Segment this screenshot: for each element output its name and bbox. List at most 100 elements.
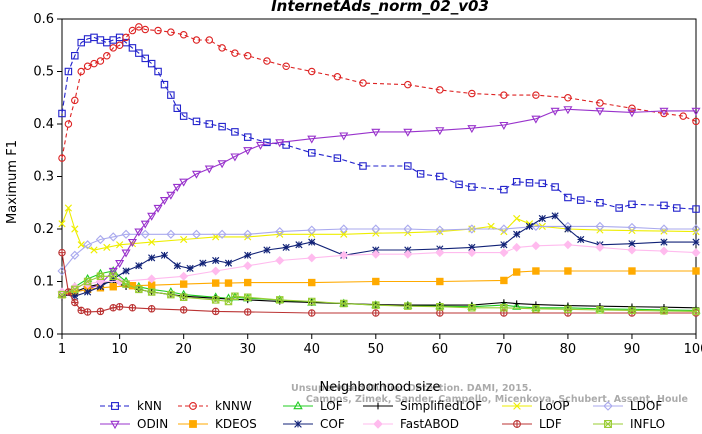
y-axis-label: Maximum F1 [5, 140, 20, 224]
plot-area: 0.0 0.1 0.2 0.3 0.4 0.5 0.6 1 10 20 30 40 50 60 70 80 90… [33, 12, 702, 357]
data-point-odin [467, 125, 477, 134]
chart-title: InternetAds_norm_02_v03 [271, 0, 489, 15]
data-point-odin [627, 109, 637, 118]
data-point-odin [275, 139, 285, 148]
data-point-loop [64, 204, 72, 212]
data-point-knnw [58, 154, 66, 162]
data-point-inflo [500, 304, 508, 312]
data-point-knn [500, 185, 508, 194]
data-point-knnw [532, 91, 540, 99]
data-point-knnw [167, 28, 175, 36]
data-point-odin [115, 260, 125, 269]
data-point-ldf [372, 309, 380, 317]
data-point-knn [167, 91, 175, 99]
data-point-ldof [70, 250, 80, 260]
data-point-loop [116, 241, 124, 249]
data-point-inflo [243, 293, 252, 301]
data-point-inflo [109, 272, 117, 280]
data-point-knnw [679, 112, 687, 120]
data-point-odin [255, 141, 266, 150]
data-point-cof [538, 214, 546, 223]
data-point-ldof [691, 224, 701, 234]
data-point-cof [96, 283, 105, 291]
data-point-odin [121, 249, 131, 258]
data-point-knn [205, 120, 214, 128]
data-point-inflo [628, 306, 636, 315]
data-point-ldf [77, 306, 85, 315]
x-tick-label: 1 [58, 342, 66, 357]
data-point-cof [135, 262, 143, 270]
data-point-inflo [308, 297, 316, 306]
data-point-kdeos [224, 279, 233, 287]
data-point-knn [96, 36, 105, 44]
data-point-kdeos [512, 268, 521, 276]
legend-label: LDF [539, 417, 562, 431]
y-tick-label: 0.2 [33, 222, 54, 237]
y-tick-label: 0.1 [33, 275, 54, 290]
data-point-odin [204, 165, 214, 174]
data-point-knnw [128, 26, 137, 35]
legend-item-odin: ODIN [100, 417, 168, 431]
data-point-ldof [121, 229, 131, 239]
data-point-odin [371, 128, 381, 137]
data-point-odin [108, 267, 118, 276]
data-point-knnw [115, 41, 124, 49]
y-tick-label: 0.4 [33, 117, 54, 132]
data-point-fastabod [499, 248, 509, 258]
data-point-kdeos [244, 278, 252, 287]
series-line-odin [61, 108, 696, 296]
data-point-fastabod [211, 266, 221, 276]
data-point-knnw [141, 25, 150, 34]
data-point-loop [90, 246, 98, 254]
data-point-knn [243, 133, 252, 141]
data-point-cof [109, 275, 117, 283]
x-tick-label: 90 [624, 342, 641, 357]
data-point-knnw [154, 26, 162, 35]
legend-label: SimplifiedLOF [400, 399, 482, 413]
data-point-kdeos [109, 283, 117, 291]
legend-swatch-marker [189, 420, 197, 428]
data-point-knnw [231, 49, 239, 57]
data-point-ldof [140, 229, 150, 239]
data-point-lof [512, 301, 522, 310]
data-point-kdeos [500, 276, 508, 285]
data-point-knnw [103, 51, 111, 60]
legend-label: LDOF [630, 399, 662, 413]
legend-label: ODIN [137, 417, 168, 431]
data-point-ldof [191, 229, 202, 239]
data-point-odin [172, 183, 182, 192]
data-point-knnw [90, 59, 98, 68]
data-point-fastabod [512, 242, 522, 252]
data-point-knn [525, 179, 534, 187]
data-point-knnw [282, 62, 290, 70]
data-point-kdeos [211, 279, 220, 287]
legend-item-cof: COF [283, 417, 345, 431]
data-point-cof [513, 230, 521, 238]
data-point-simplifiedlof [513, 300, 520, 307]
data-point-knnw [179, 30, 188, 39]
data-point-knn [436, 172, 444, 181]
data-point-simplifiedlof [532, 301, 540, 308]
data-point-knnw [692, 117, 700, 126]
credit-line-2: Unsupervised Outlier Detection. DAMI, 20… [291, 383, 532, 394]
data-point-knn [160, 80, 169, 89]
data-point-ldof [531, 221, 541, 231]
data-point-knn [596, 199, 604, 207]
legend-swatch-marker [513, 420, 521, 428]
data-point-inflo [564, 305, 572, 314]
data-point-cof [173, 262, 181, 270]
data-point-fastabod [531, 241, 541, 251]
data-point-inflo [532, 305, 540, 313]
data-point-inflo [179, 293, 188, 301]
data-point-ldf [308, 309, 316, 317]
data-point-ldf [179, 306, 188, 314]
data-point-odin [659, 107, 669, 116]
data-point-inflo [436, 302, 444, 311]
data-point-ldof [403, 224, 413, 234]
data-point-loop [513, 214, 521, 223]
data-point-knn [71, 51, 79, 60]
data-point-knnw [404, 80, 412, 89]
data-point-knnw [500, 91, 508, 99]
data-point-knn [308, 149, 316, 157]
data-point-knnw [77, 67, 85, 76]
